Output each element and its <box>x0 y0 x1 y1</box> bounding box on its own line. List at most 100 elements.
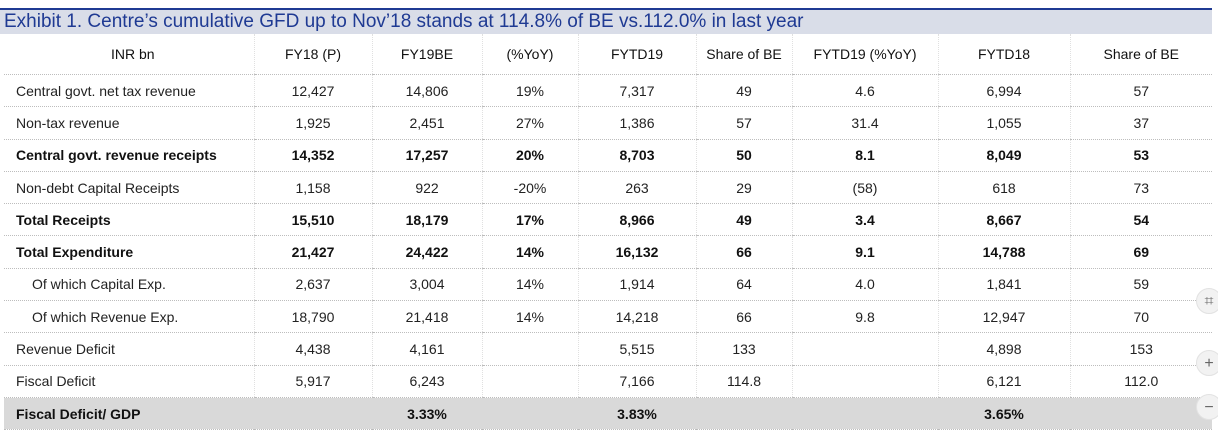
table-cell: 57 <box>1069 74 1212 108</box>
minus-icon: − <box>1204 399 1214 416</box>
table-cell: 70 <box>1069 300 1212 334</box>
table-cell: 16,132 <box>577 235 696 269</box>
row-label: Non-tax revenue <box>4 106 254 140</box>
row-label: Fiscal Deficit <box>4 365 254 398</box>
table-cell: 69 <box>1069 235 1212 269</box>
exhibit-title: Exhibit 1. Centre’s cumulative GFD up to… <box>4 11 804 32</box>
table-cell: 4,438 <box>253 332 372 366</box>
table-cell: 618 <box>937 171 1070 205</box>
table-cell: 263 <box>577 171 696 205</box>
table-cell: 8,049 <box>937 139 1070 172</box>
table-cell: 53 <box>1069 139 1212 172</box>
table-cell <box>481 332 578 366</box>
table-cell: 66 <box>695 235 792 269</box>
table-cell: 4.6 <box>791 74 938 108</box>
table-cell <box>791 365 938 398</box>
table-cell: 64 <box>695 268 792 302</box>
table-cell <box>254 397 372 430</box>
row-label: Total Expenditure <box>4 235 254 269</box>
plus-icon: + <box>1204 355 1214 372</box>
table-cell: 3.33% <box>372 397 482 430</box>
table-cell: 14,788 <box>937 235 1070 269</box>
row-label: Of which Capital Exp. <box>4 268 254 302</box>
table-cell: 49 <box>695 203 792 237</box>
table-cell: 1,914 <box>577 268 696 302</box>
table-cell: 3.65% <box>938 397 1070 430</box>
table-cell: 2,637 <box>253 268 372 302</box>
table-cell: 112.0 <box>1069 365 1212 398</box>
table-cell: (58) <box>791 171 938 205</box>
table-cell: 59 <box>1069 268 1212 302</box>
table-row: Fiscal Deficit 5,917 6,243 7,166 114.8 6,121 1… <box>4 365 1212 398</box>
table-cell: 31.4 <box>791 106 938 140</box>
table-cell <box>792 397 938 430</box>
table-cell: 57 <box>695 106 792 140</box>
table-cell: 18,179 <box>371 203 482 237</box>
table-cell: 14,352 <box>253 139 372 172</box>
table-cell: 29 <box>695 171 792 205</box>
table-cell: 66 <box>695 300 792 334</box>
table-row: Total Receipts 15,510 18,179 17% 8,966 49 3.4 8… <box>4 203 1212 237</box>
table-cell: 5,917 <box>253 365 372 398</box>
table-cell: 12,947 <box>937 300 1070 334</box>
table-cell <box>1070 397 1212 430</box>
table-cell: 4,161 <box>371 332 482 366</box>
table-cell: 9.1 <box>791 235 938 269</box>
fit-view-button[interactable]: ⌗ <box>1196 288 1218 314</box>
table-cell <box>696 397 792 430</box>
table-cell: 49 <box>695 74 792 108</box>
table-cell: 21,427 <box>253 235 372 269</box>
exhibit-title-bar: Exhibit 1. Centre’s cumulative GFD up to… <box>0 8 1212 34</box>
row-label: Revenue Deficit <box>4 332 254 366</box>
table-cell: 3.4 <box>791 203 938 237</box>
table-cell: 18,790 <box>253 300 372 334</box>
column-header: FY18 (P) <box>253 34 372 75</box>
table-cell: 6,994 <box>937 74 1070 108</box>
table-cell: 50 <box>695 139 792 172</box>
table-row: Non-debt Capital Receipts 1,158 922 -20% 263… <box>4 171 1212 205</box>
table-row: Of which Revenue Exp. 18,790 21,418 14% 14,2… <box>4 300 1212 334</box>
column-header: (%YoY) <box>481 34 578 75</box>
column-header: Share of BE <box>695 34 792 75</box>
table-cell: 37 <box>1069 106 1212 140</box>
table-cell: 5,515 <box>577 332 696 366</box>
table-cell: 54 <box>1069 203 1212 237</box>
table-cell: 9.8 <box>791 300 938 334</box>
row-label: Total Receipts <box>4 203 254 237</box>
table-row: Total Expenditure 21,427 24,422 14% 16,132 66… <box>4 235 1212 269</box>
zoom-in-button[interactable]: + <box>1196 350 1218 376</box>
table-cell: 4,898 <box>937 332 1070 366</box>
table-row: Fiscal Deficit/ GDP 3.33% 3.83% 3.65% <box>4 397 1212 430</box>
table-cell: 1,158 <box>253 171 372 205</box>
fit-icon: ⌗ <box>1204 293 1214 310</box>
table-cell: 114.8 <box>695 365 792 398</box>
table-cell: 1,055 <box>937 106 1070 140</box>
table-cell: 2,451 <box>371 106 482 140</box>
table-row: Central govt. revenue receipts 14,352 17,2… <box>4 139 1212 172</box>
table-cell: 27% <box>481 106 578 140</box>
table-cell: 24,422 <box>371 235 482 269</box>
table-cell: 8,966 <box>577 203 696 237</box>
table-cell: 6,121 <box>937 365 1070 398</box>
column-header: INR bn <box>4 34 254 75</box>
row-label: Non-debt Capital Receipts <box>4 171 254 205</box>
table-cell: 8,667 <box>937 203 1070 237</box>
zoom-out-button[interactable]: − <box>1196 394 1218 420</box>
table-cell: 73 <box>1069 171 1212 205</box>
table-cell: 20% <box>481 139 578 172</box>
table-cell: 1,925 <box>253 106 372 140</box>
column-header: FYTD19 <box>577 34 696 75</box>
table-cell: 14% <box>481 235 578 269</box>
column-header: FYTD19 (%YoY) <box>791 34 938 75</box>
table-row: Non-tax revenue 1,925 2,451 27% 1,386 57 31.4 1… <box>4 106 1212 140</box>
column-header: Share of BE <box>1069 34 1212 75</box>
table-row: Revenue Deficit 4,438 4,161 5,515 133 4,898 15… <box>4 332 1212 366</box>
table-cell: -20% <box>481 171 578 205</box>
table-cell <box>791 332 938 366</box>
table-cell: 19% <box>481 74 578 108</box>
table-cell: 1,386 <box>577 106 696 140</box>
table-cell: 14,806 <box>371 74 482 108</box>
table-cell: 21,418 <box>371 300 482 334</box>
row-label: Central govt. net tax revenue <box>4 74 254 108</box>
table-cell: 4.0 <box>791 268 938 302</box>
